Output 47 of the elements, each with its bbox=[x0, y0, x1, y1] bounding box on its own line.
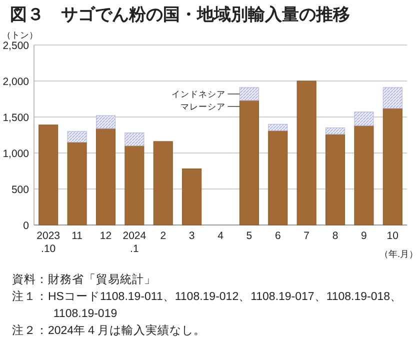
y-tick-label: 1,000 bbox=[2, 148, 30, 160]
bar bbox=[326, 128, 346, 135]
x-tick-label: 9 bbox=[361, 230, 368, 242]
x-tick-label: 6 bbox=[274, 230, 281, 242]
bar bbox=[296, 80, 316, 226]
bar bbox=[354, 125, 374, 226]
y-tick-label: 2,000 bbox=[2, 76, 30, 88]
bar bbox=[67, 142, 87, 226]
bar bbox=[67, 131, 87, 142]
x-tick-label: 8 bbox=[332, 230, 338, 242]
bar bbox=[124, 146, 144, 226]
text: 注１：HSコード1108.19-011、1108.19-012、1108.19-017、1108.19-018、1108.19-019 bbox=[12, 289, 404, 322]
x-tick-label: 10 bbox=[386, 230, 399, 242]
x-tick-label: 2024 .1 bbox=[122, 230, 146, 255]
y-axis-title: （トン） bbox=[2, 30, 38, 40]
y-tick-label: 1,500 bbox=[2, 112, 30, 124]
series-label: マレーシア bbox=[180, 101, 226, 112]
bar bbox=[326, 134, 346, 226]
text: 注２：2024年４月は輸入実績なし。 bbox=[12, 323, 207, 339]
bar bbox=[38, 124, 58, 226]
bar bbox=[153, 141, 173, 226]
bar bbox=[239, 87, 259, 101]
bar bbox=[124, 132, 144, 146]
bar bbox=[96, 128, 116, 226]
x-axis-title: （年.月） bbox=[379, 249, 418, 259]
bar bbox=[354, 112, 374, 126]
x-tick-label: 4 bbox=[218, 230, 224, 242]
bar bbox=[382, 87, 402, 109]
series-label: インドネシア bbox=[172, 88, 226, 99]
chart-title: 図３ サゴでん粉の国・地域別輸入量の推移 bbox=[10, 4, 350, 26]
bar bbox=[268, 130, 288, 226]
y-tick-label: 500 bbox=[11, 184, 30, 196]
y-tick-label: 0 bbox=[23, 220, 30, 232]
x-tick-label: 5 bbox=[246, 230, 252, 242]
x-tick-label: 2023 .10 bbox=[36, 230, 60, 255]
bar bbox=[268, 124, 288, 131]
bar bbox=[382, 108, 402, 226]
x-tick-label: 7 bbox=[304, 230, 310, 242]
x-tick-label: 12 bbox=[100, 230, 112, 242]
y-tick-label: 2,500 bbox=[2, 40, 30, 52]
text: 資料：財務省「貿易統計」 bbox=[12, 272, 157, 288]
x-tick-label: 3 bbox=[188, 230, 195, 242]
x-tick-label: 11 bbox=[72, 230, 83, 242]
bar bbox=[182, 168, 202, 226]
x-tick-label: 2 bbox=[160, 230, 166, 242]
bar bbox=[96, 115, 116, 129]
bar bbox=[239, 100, 259, 226]
